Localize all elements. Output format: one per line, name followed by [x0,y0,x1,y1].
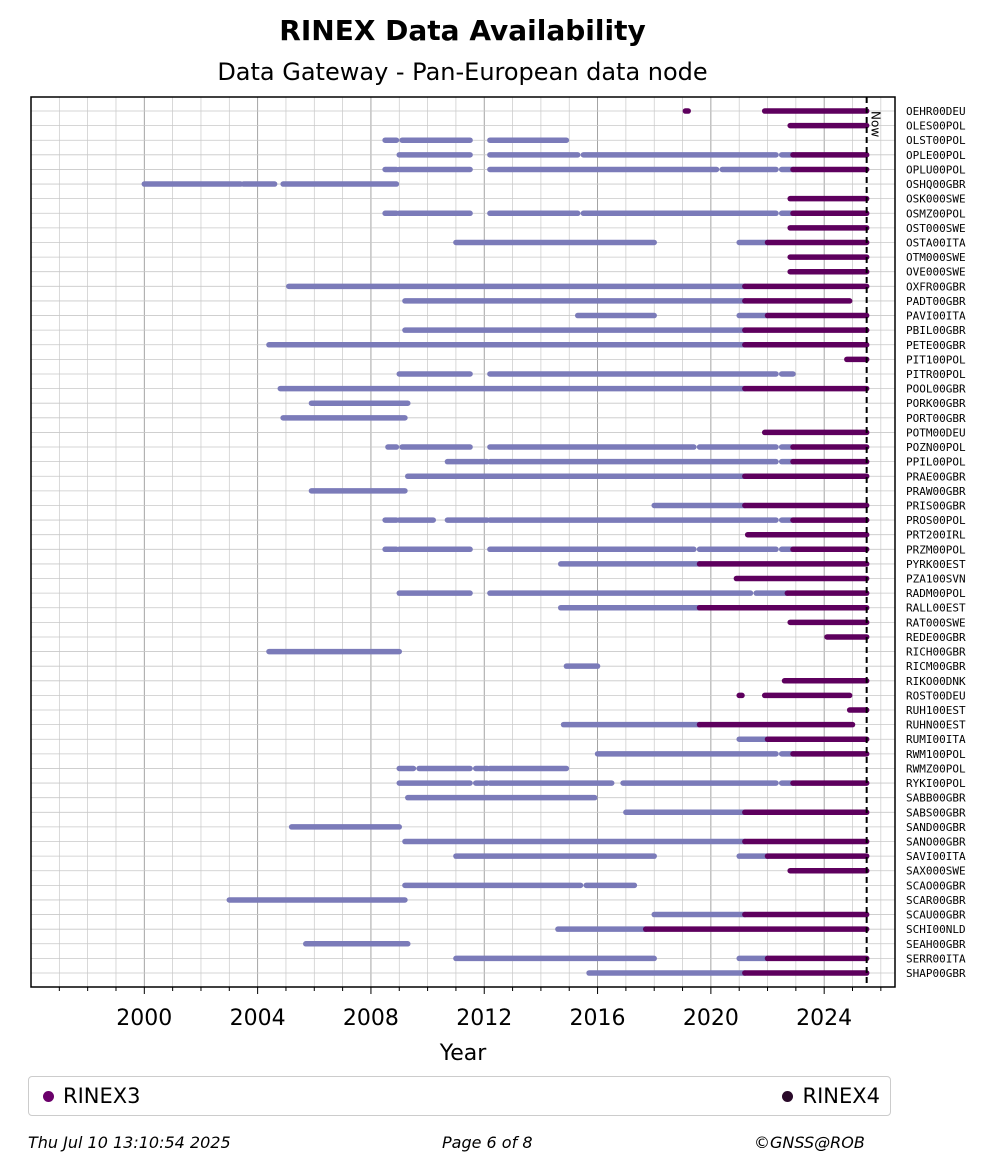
station-label: OSHQ00GBR [906,178,966,191]
station-label: PBIL00GBR [906,324,966,337]
x-tick-label: 2012 [456,1006,512,1031]
station-label: REDE00GBR [906,631,966,644]
station-label: PORK00GBR [906,397,966,410]
station-label: SCAO00GBR [906,879,966,892]
station-label: RWMZ00POL [906,762,966,775]
legend: RINEX3 RINEX4 [28,1076,891,1116]
station-label: SAVI00ITA [906,850,966,863]
station-label: PRAE00GBR [906,470,966,483]
station-label: POTM00DEU [906,426,966,439]
station-label: OST000SWE [906,222,966,235]
plot-frame [30,96,896,988]
x-tick-label: 2008 [343,1006,399,1031]
chart-subtitle: Data Gateway - Pan-European data node [217,58,708,86]
station-label: OPLE00POL [906,149,966,162]
station-label: PAVI00ITA [906,310,966,323]
station-label: RADM00POL [906,587,966,600]
station-label: PYRK00EST [906,558,966,571]
legend-item-rinex3: RINEX3 [43,1084,141,1108]
x-tick-label: 2024 [796,1006,852,1031]
station-label: OLES00POL [906,120,966,133]
station-label: OPLU00POL [906,163,966,176]
legend-item-rinex4: RINEX4 [782,1084,880,1108]
now-marker-label: Now [869,111,883,137]
station-label: SCHI00NLD [906,923,966,936]
station-label: PZA100SVN [906,573,966,586]
rinex3-marker-icon [43,1090,54,1102]
station-label: RUMI00ITA [906,733,966,746]
station-label: OVE000SWE [906,266,966,279]
station-label: PETE00GBR [906,339,966,352]
station-label: ROST00DEU [906,689,966,702]
station-label: RUHN00EST [906,719,966,732]
station-label: SHAP00GBR [906,967,966,980]
station-label: PRZM00POL [906,543,966,556]
station-label: OSK000SWE [906,193,966,206]
station-label: POZN00POL [906,441,966,454]
station-label: RUH100EST [906,704,966,717]
station-label: OSMZ00POL [906,207,966,220]
station-label: OXFR00GBR [906,280,966,293]
station-label: PRIS00GBR [906,499,966,512]
chart-title: RINEX Data Availability [279,14,646,47]
station-label: RYKI00POL [906,777,966,790]
station-label: OEHR00DEU [906,105,966,118]
station-label: PPIL00POL [906,456,966,469]
station-label: PIT100POL [906,353,966,366]
station-label: RWM100POL [906,748,966,761]
x-axis-label: Year [439,1041,488,1066]
station-label: OLST00POL [906,134,966,147]
station-label: SERR00ITA [906,952,966,965]
station-label: PRT200IRL [906,529,966,542]
station-label: SAX000SWE [906,865,966,878]
station-label: PITR00POL [906,368,966,381]
station-label: RICH00GBR [906,646,966,659]
rinex4-marker-icon [782,1090,794,1102]
station-label: RIKO00DNK [906,675,966,688]
station-label: RALL00EST [906,602,966,615]
station-label: OSTA00ITA [906,236,966,249]
station-label: SABS00GBR [906,806,966,819]
x-tick-label: 2000 [116,1006,172,1031]
x-tick-label: 2004 [230,1006,286,1031]
station-label: POOL00GBR [906,383,966,396]
legend-label-rinex3: RINEX3 [63,1084,141,1108]
station-label: SANO00GBR [906,836,966,849]
station-label: SABB00GBR [906,792,966,805]
station-label: PORT00GBR [906,412,966,425]
station-label: SAND00GBR [906,821,966,834]
station-label: SEAH00GBR [906,938,966,951]
station-label: SCAU00GBR [906,909,966,922]
station-label: OTM000SWE [906,251,966,264]
station-label: SCAR00GBR [906,894,966,907]
x-tick-label: 2016 [570,1006,626,1031]
station-label: PROS00POL [906,514,966,527]
footer-page-number: Page 6 of 8 [442,1133,533,1152]
station-label: PRAW00GBR [906,485,966,498]
station-label: RAT000SWE [906,616,966,629]
legend-label-rinex4: RINEX4 [802,1084,880,1108]
station-label: RICM00GBR [906,660,966,673]
station-label: PADT00GBR [906,295,966,308]
x-tick-label: 2020 [683,1006,739,1031]
footer-copyright: ©GNSS@ROB [754,1133,865,1152]
footer-timestamp: Thu Jul 10 13:10:54 2025 [28,1133,231,1152]
